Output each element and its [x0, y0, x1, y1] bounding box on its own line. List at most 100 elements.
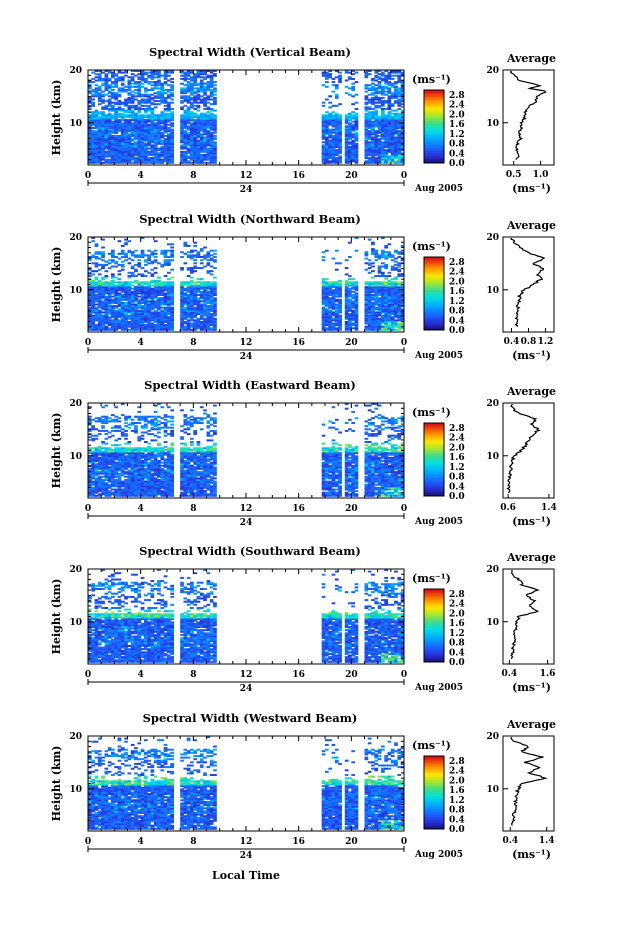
heatmap-cell [101, 259, 105, 262]
heatmap-cell [153, 267, 158, 270]
heatmap-cell [328, 298, 332, 301]
heatmap-cell [354, 322, 359, 325]
heatmap-cell [117, 128, 122, 131]
heatmap-cell [374, 71, 379, 74]
heatmap-cell [111, 104, 115, 107]
heatmap-cell [140, 104, 145, 107]
heatmap-cell [124, 325, 128, 328]
heatmap-cell [180, 127, 184, 129]
heatmap-cell [153, 125, 158, 128]
heatmap-cell [371, 298, 375, 301]
heatmap-cell [160, 328, 165, 331]
heatmap-cell [190, 98, 194, 101]
heatmap-cell [88, 114, 92, 117]
heatmap-cell [381, 93, 385, 96]
heatmap-cell [354, 149, 359, 152]
heatmap-cell [153, 119, 158, 122]
heatmap-cell [180, 71, 184, 74]
heatmap-cell [209, 133, 214, 136]
heatmap-cell [213, 319, 217, 322]
heatmap-cell [170, 319, 174, 322]
heatmap-cell [334, 95, 339, 98]
heatmap-cell [124, 301, 128, 304]
heatmap-cell [137, 300, 142, 303]
heatmap-cell [400, 100, 405, 103]
heatmap-cell [127, 275, 132, 277]
heatmap-cell [371, 125, 375, 128]
heatmap-cell [124, 286, 128, 289]
heatmap-cell [120, 160, 125, 163]
heatmap-cell [130, 271, 135, 274]
heatmap-cell [394, 144, 398, 147]
heatmap-cell [183, 282, 188, 285]
heatmap-cell [203, 119, 207, 122]
heatmap-cell [101, 276, 105, 279]
heatmap-cell [196, 309, 201, 312]
heatmap-cell [190, 106, 194, 109]
heatmap-cell [209, 84, 214, 87]
heatmap-cell [374, 74, 379, 77]
heatmap-cell [111, 114, 115, 117]
heatmap-cell [114, 149, 118, 152]
heatmap-cell [397, 70, 402, 72]
heatmap-cell [107, 305, 112, 308]
heatmap-cell [190, 319, 194, 322]
heatmap-cell [199, 309, 204, 312]
heatmap-cell [167, 120, 171, 123]
heatmap-cell [124, 303, 128, 306]
heatmap-cell [377, 122, 382, 125]
heatmap-cell [334, 117, 339, 120]
heatmap-cell [367, 308, 372, 311]
heatmap-cell [381, 275, 385, 277]
heatmap-cell [364, 294, 369, 296]
heatmap-cell [183, 316, 188, 319]
heatmap-cell [144, 295, 148, 298]
heatmap-cell [387, 147, 392, 150]
heatmap-cell [186, 149, 191, 152]
heatmap-cell [381, 271, 385, 274]
heatmap-cell [167, 123, 171, 126]
heatmap-cell [157, 319, 161, 322]
heatmap-cell [150, 292, 155, 295]
heatmap-cell [196, 157, 201, 160]
heatmap-cell [91, 300, 95, 303]
x-tick-label: 0 [85, 171, 91, 181]
heatmap-cell [180, 146, 184, 148]
heatmap-cell [134, 322, 138, 325]
heatmap-cell [334, 138, 339, 141]
heatmap-cell [88, 256, 92, 258]
heatmap-cell [397, 103, 402, 106]
heatmap-cell [193, 144, 197, 147]
heatmap-cell [101, 256, 105, 258]
heatmap-cell [331, 141, 336, 144]
heatmap-cell [101, 152, 105, 155]
heatmap-cell [104, 289, 109, 292]
heatmap-cell [183, 120, 188, 123]
heatmap-cell [147, 114, 151, 117]
heatmap-cell [321, 279, 326, 282]
heatmap-cell [351, 309, 355, 312]
heatmap-cell [137, 119, 142, 122]
heatmap-cell [344, 273, 349, 276]
heatmap-cell [331, 77, 336, 80]
heatmap-cell [114, 138, 118, 141]
heatmap-cell [196, 147, 201, 150]
heatmap-cell [111, 122, 115, 125]
y-axis-label: Height (km) [50, 247, 63, 323]
heatmap-cell [351, 70, 355, 72]
heatmap-cell [180, 152, 184, 155]
heatmap-cell [338, 316, 342, 319]
heatmap-cell [384, 313, 388, 315]
heatmap-cell [364, 98, 369, 101]
heatmap-cell [117, 298, 122, 301]
heatmap-cell [167, 290, 171, 293]
heatmap-cell [364, 298, 369, 301]
heatmap-cell [348, 128, 352, 131]
heatmap-cell [394, 249, 398, 252]
heatmap-cell [397, 138, 402, 141]
heatmap-cell [371, 142, 375, 145]
heatmap-cell [190, 298, 194, 301]
heatmap-cell [94, 324, 99, 327]
heatmap-cell [367, 93, 372, 96]
heatmap-cell [334, 93, 339, 96]
